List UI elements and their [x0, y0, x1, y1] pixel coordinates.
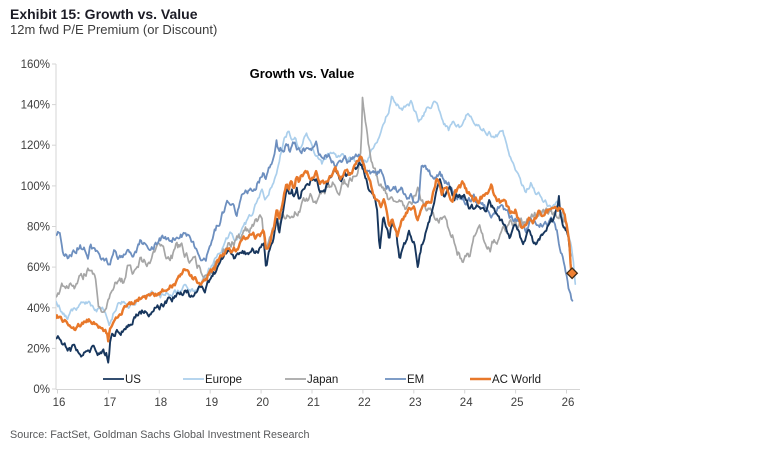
svg-text:23: 23: [409, 397, 422, 409]
svg-text:80%: 80%: [27, 222, 50, 234]
svg-text:40%: 40%: [27, 303, 50, 315]
svg-text:25: 25: [511, 397, 524, 409]
svg-text:26: 26: [562, 397, 575, 409]
svg-text:22: 22: [358, 397, 371, 409]
svg-text:20%: 20%: [27, 343, 50, 355]
svg-text:19: 19: [205, 397, 218, 409]
svg-text:Exhibit 15: Growth vs. Value: Exhibit 15: Growth vs. Value: [10, 6, 198, 22]
svg-text:EM: EM: [407, 374, 424, 386]
svg-text:Growth vs. Value: Growth vs. Value: [250, 66, 355, 81]
svg-text:24: 24: [460, 397, 473, 409]
svg-text:Source: FactSet, Goldman Sachs: Source: FactSet, Goldman Sachs Global In…: [10, 429, 309, 441]
svg-text:Europe: Europe: [205, 374, 242, 386]
svg-text:US: US: [125, 374, 141, 386]
svg-text:120%: 120%: [21, 140, 50, 152]
svg-text:0%: 0%: [33, 384, 50, 396]
svg-text:12m fwd P/E Premium (or Discou: 12m fwd P/E Premium (or Discount): [10, 22, 217, 37]
svg-text:60%: 60%: [27, 262, 50, 274]
svg-text:20: 20: [256, 397, 269, 409]
svg-text:21: 21: [307, 397, 320, 409]
svg-text:160%: 160%: [21, 59, 50, 71]
svg-text:16: 16: [53, 397, 66, 409]
svg-text:AC World: AC World: [492, 374, 541, 386]
svg-text:17: 17: [104, 397, 117, 409]
svg-text:140%: 140%: [21, 100, 50, 112]
svg-text:Japan: Japan: [307, 374, 338, 386]
svg-text:18: 18: [154, 397, 167, 409]
svg-text:100%: 100%: [21, 181, 50, 193]
